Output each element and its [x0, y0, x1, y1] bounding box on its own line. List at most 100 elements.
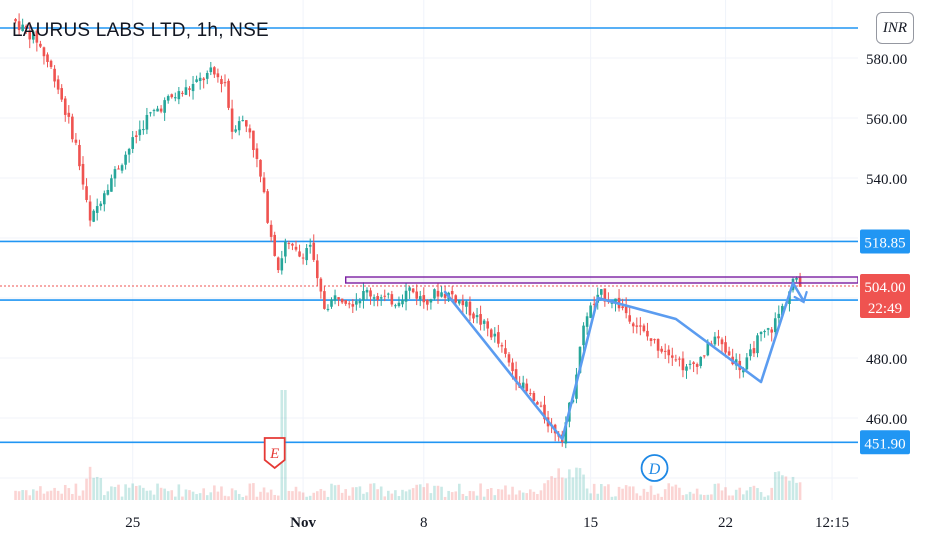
last-price-label: 504.00 [864, 280, 905, 296]
candle-body [103, 193, 106, 205]
candle-body [408, 287, 411, 291]
candle-body [35, 30, 39, 43]
volume-bar [514, 494, 518, 500]
volume-bar [17, 491, 21, 500]
volume-bar [738, 487, 742, 500]
volume-bar [308, 495, 312, 500]
candle-body [614, 298, 617, 304]
volume-bar [717, 483, 720, 500]
volume-bar [117, 484, 120, 500]
volume-bar [316, 491, 319, 500]
volume-bar [24, 490, 28, 500]
candle-body [702, 355, 706, 357]
volume-bar [326, 496, 330, 500]
candle-body [298, 251, 301, 257]
volume-bar [53, 487, 56, 500]
candle-body [252, 130, 255, 150]
candle-body [663, 350, 667, 352]
candle-body [394, 305, 397, 307]
candle-body [713, 336, 717, 345]
volume-bar [234, 490, 237, 500]
candle-body [418, 296, 422, 300]
volume-bar [568, 469, 571, 500]
volume-bar [756, 488, 759, 500]
volume-bar [600, 484, 603, 500]
candle-body [39, 43, 42, 47]
candle-body [742, 370, 745, 373]
volume-bar [791, 476, 795, 500]
volume-bar [174, 496, 177, 500]
candle-body [752, 348, 756, 354]
volume-bar [482, 496, 486, 500]
volume-bar [589, 493, 592, 500]
volume-bar [301, 492, 305, 500]
volume-bar [518, 490, 521, 500]
volume-bar [631, 486, 635, 500]
volume-bar [337, 484, 340, 500]
volume-bar [635, 493, 639, 500]
volume-bar [312, 492, 316, 500]
candle-body [67, 112, 71, 117]
volume-bar [596, 493, 600, 500]
dividend-letter: D [648, 461, 661, 478]
candle-body [280, 258, 284, 271]
volume-bar [571, 477, 575, 500]
candle-body [17, 21, 21, 31]
candle-body [454, 295, 458, 303]
volume-bar [426, 483, 429, 500]
candle-body [521, 382, 525, 389]
candle-body [337, 297, 340, 300]
volume-bar [553, 477, 557, 500]
candle-body [646, 330, 649, 337]
volume-bar [124, 484, 127, 500]
volume-bar [188, 490, 191, 500]
horizontal-levels [0, 27, 858, 444]
volume-bar [628, 486, 631, 500]
price-tick-label: 540.00 [866, 172, 907, 188]
volume-bar [237, 493, 241, 500]
volume-bar [543, 483, 546, 500]
candle-body [269, 224, 273, 237]
candle-body [365, 289, 369, 293]
volume-bar [291, 491, 294, 500]
volume-bar [607, 484, 610, 500]
grid-lines [0, 0, 858, 500]
candle-body [85, 186, 88, 200]
candle-body [415, 291, 418, 299]
price-axis: 580.00560.00540.00480.00460.00518.85499.… [858, 0, 932, 550]
volume-bar [127, 487, 131, 500]
candle-body [461, 300, 465, 306]
candle-body [117, 168, 120, 170]
volume-bar [624, 485, 628, 500]
candle-body [585, 316, 589, 327]
candle-body [355, 301, 358, 305]
candle-body [543, 404, 546, 420]
volume-bar [252, 483, 255, 500]
volume-bar [298, 491, 301, 500]
currency-badge[interactable]: INR [876, 12, 914, 44]
volume-bar [525, 493, 529, 500]
volume-bar [614, 496, 617, 500]
candle-body [56, 79, 60, 90]
volume-bar [745, 490, 749, 500]
earnings-marker: E [263, 437, 286, 470]
volume-bar [763, 496, 766, 500]
volume-bar [486, 489, 489, 500]
volume-bar [461, 493, 465, 500]
volume-bar [422, 487, 426, 500]
volume-bar [35, 490, 39, 500]
candle-body [301, 257, 305, 259]
volume-bar [646, 491, 649, 500]
volume-bar [248, 483, 252, 500]
candle-body [468, 301, 472, 316]
candle-body [486, 321, 489, 329]
candle-body [92, 210, 95, 222]
candle-body [32, 31, 35, 40]
volume-bar [177, 484, 181, 500]
candle-body [227, 80, 230, 108]
volume-bar [557, 468, 560, 500]
candle-body [323, 291, 326, 309]
candle-body [695, 364, 699, 367]
